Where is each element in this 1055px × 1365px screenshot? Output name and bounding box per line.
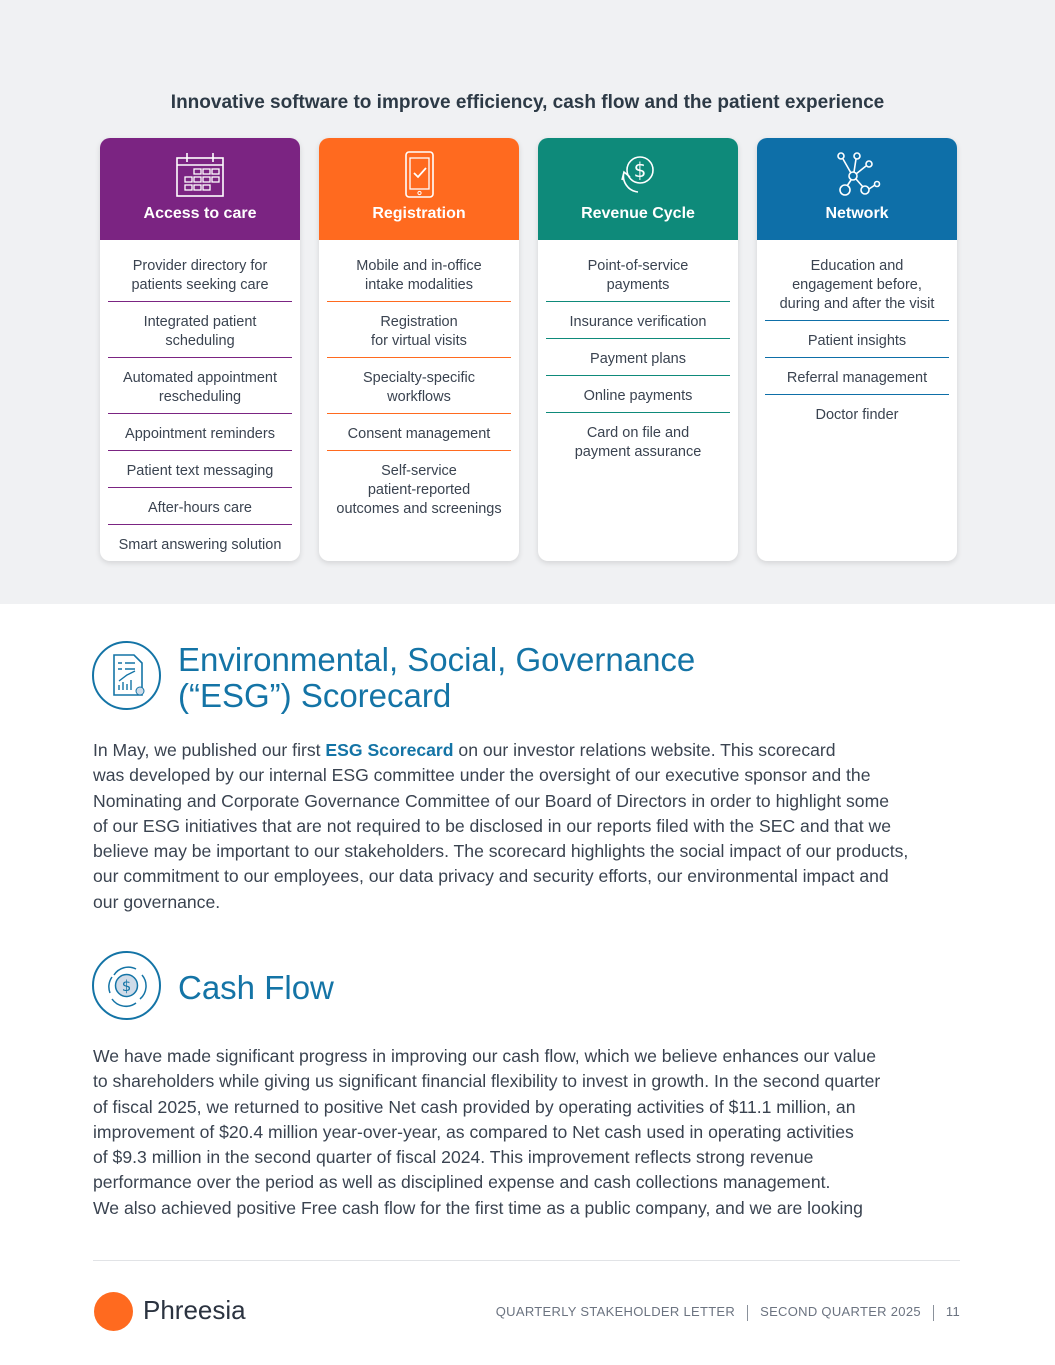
paragraph-line: Nominating and Corporate Governance Comm…: [93, 790, 890, 811]
card-title: Registration: [372, 205, 466, 222]
card-list-item: Referral management: [765, 366, 949, 395]
card-list-item: Provider directory for patients seeking …: [108, 254, 292, 302]
card-list-item: Card on file and payment assurance: [574, 425, 702, 460]
paragraph-line: to shareholders while giving us signific…: [93, 1071, 881, 1092]
card-list-item: Patient insights: [765, 329, 949, 358]
product-card-registration: Registration Mobile and in-office intake …: [319, 138, 519, 561]
footer-divider: [93, 1260, 960, 1261]
card-list-item: Registration for virtual visits: [327, 310, 511, 358]
paragraph-line: our commitment to our employees, our dat…: [93, 866, 889, 887]
card-list-item: Smart answering solution: [118, 537, 282, 553]
phreesia-logo-icon: [94, 1292, 133, 1331]
esg-title: Environmental, Social, Governance (“ESG”)…: [178, 641, 696, 714]
card-header: Registration: [319, 138, 519, 240]
paragraph-line: was developed by our internal ESG commit…: [93, 765, 871, 786]
brand-name: Phreesia: [143, 1295, 246, 1325]
cash-flow-paragraph: We have made significant progress in imp…: [93, 1044, 973, 1221]
card-header: Access to care: [100, 138, 300, 240]
card-header: Network: [757, 138, 957, 240]
paragraph-line: of fiscal 2025, we returned to positive …: [93, 1096, 856, 1117]
card-list-item: Specialty-specific workflows: [327, 366, 511, 414]
card-title: Access to care: [143, 205, 257, 222]
card-list-item: Point-of-service payments: [546, 254, 730, 302]
cash-cycle-icon: $: [92, 951, 161, 1020]
card-list-item: Integrated patient scheduling: [108, 310, 292, 358]
svg-text:$: $: [634, 158, 647, 182]
mobile-check-icon: [405, 151, 434, 198]
card-list-item: Consent management: [327, 422, 511, 451]
card-list-item: Appointment reminders: [108, 422, 292, 451]
svg-text:$: $: [122, 977, 132, 995]
card-list-item: After-hours care: [108, 496, 292, 525]
paragraph-line: our governance.: [93, 891, 221, 912]
esg-paragraph: In May, we published our first ESG Score…: [93, 738, 973, 915]
paragraph-line: improvement of $20.4 million year-over-y…: [93, 1121, 854, 1142]
paragraph-line: of $9.3 million in the second quarter of…: [93, 1147, 814, 1168]
footer-info: QUARTERLY STAKEHOLDER LETTER SECOND QUART…: [495, 1304, 960, 1321]
product-card-access-to-care: Access to care Provider directory for pat…: [100, 138, 300, 561]
card-list-item: Self-service patient-reported outcomes a…: [336, 463, 502, 517]
paragraph-line: of our ESG initiatives that are not requ…: [93, 815, 892, 836]
calendar-icon: [176, 153, 224, 197]
card-list-item: Doctor finder: [815, 407, 899, 423]
card-list-item: Mobile and in-office intake modalities: [327, 254, 511, 302]
banner-title: Innovative software to improve efficienc…: [170, 92, 885, 113]
card-list-item: Payment plans: [546, 347, 730, 376]
paragraph-line: We have made significant progress in imp…: [93, 1046, 877, 1066]
network-icon: [837, 152, 881, 196]
scorecard-document-icon: [92, 641, 161, 710]
cash-flow-title: Cash Flow: [178, 969, 334, 1006]
card-list-item: Automated appointment rescheduling: [108, 366, 292, 414]
product-card-revenue-cycle: $ Revenue Cycle Point-of-service payments I…: [538, 138, 738, 561]
card-title: Revenue Cycle: [581, 205, 695, 222]
page-number: 11: [945, 1304, 960, 1319]
paragraph-line: performance over the period as well as d…: [93, 1172, 831, 1193]
card-list-item: Patient text messaging: [108, 459, 292, 488]
paragraph-line: believe may be important to our stakehol…: [93, 841, 909, 862]
dollar-cycle-icon: $: [621, 156, 654, 193]
card-list-item: Education and engagement before, during …: [765, 254, 949, 321]
card-list-item: Insurance verification: [546, 310, 730, 339]
product-card-network: Network Education and engagement before, …: [757, 138, 957, 561]
paragraph-line: We also achieved positive Free cash flow…: [93, 1197, 863, 1218]
card-list-item: Online payments: [546, 384, 730, 413]
card-title: Network: [825, 205, 889, 222]
card-header: $ Revenue Cycle: [538, 138, 738, 240]
esg-scorecard-link[interactable]: ESG Scorecard: [325, 740, 454, 760]
